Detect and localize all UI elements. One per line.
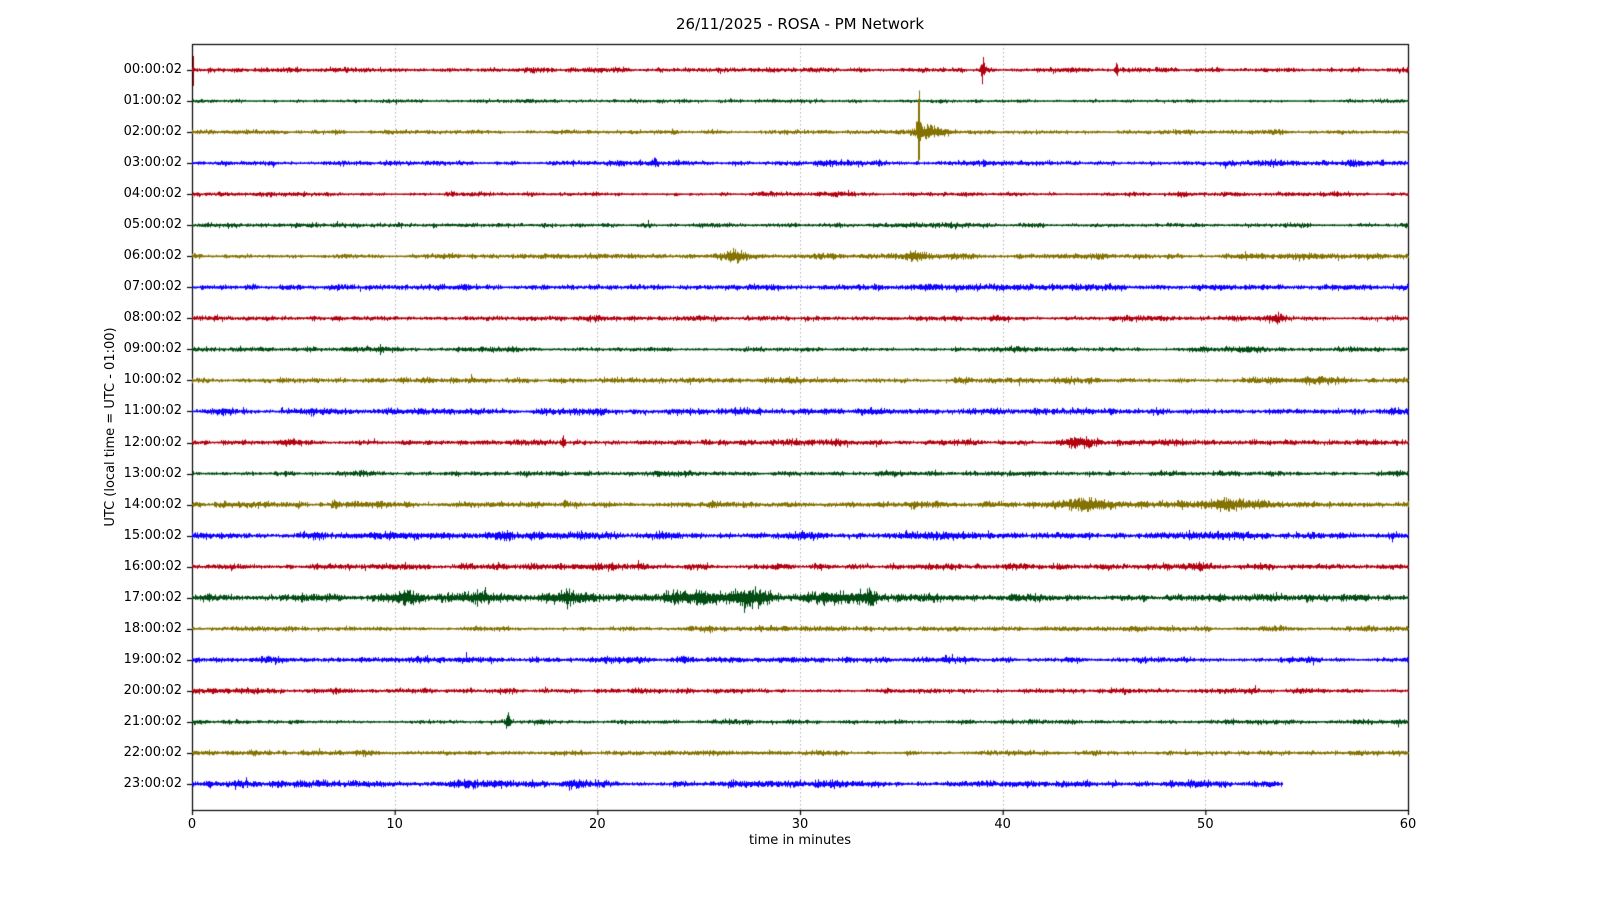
y-tick-label: 14:00:02 bbox=[123, 496, 182, 512]
y-tick-label: 02:00:02 bbox=[123, 124, 182, 140]
x-axis-label: time in minutes bbox=[748, 833, 852, 848]
y-tick-label: 04:00:02 bbox=[123, 186, 182, 202]
y-tick-label: 07:00:02 bbox=[123, 279, 182, 295]
y-tick-label: 08:00:02 bbox=[123, 310, 182, 326]
y-tick-label: 23:00:02 bbox=[123, 776, 182, 791]
y-tick-label: 16:00:02 bbox=[123, 558, 182, 574]
y-tick-label: 20:00:02 bbox=[123, 682, 182, 698]
y-tick-label: 03:00:02 bbox=[123, 155, 182, 171]
x-tick-label: 10 bbox=[386, 817, 403, 832]
y-tick-label: 10:00:02 bbox=[123, 372, 182, 388]
y-tick-label: 09:00:02 bbox=[123, 341, 182, 357]
y-tick-label: 18:00:02 bbox=[123, 620, 182, 636]
y-tick-label: 17:00:02 bbox=[123, 589, 182, 605]
y-tick-label: 12:00:02 bbox=[123, 434, 182, 450]
x-tick-label: 50 bbox=[1197, 817, 1214, 832]
y-tick-label: 15:00:02 bbox=[123, 527, 182, 543]
x-tick-label: 0 bbox=[187, 817, 197, 832]
y-tick-label: 22:00:02 bbox=[123, 744, 182, 760]
y-tick-label: 06:00:02 bbox=[123, 248, 182, 264]
y-tick-label: 05:00:02 bbox=[123, 217, 182, 233]
y-tick-label: 19:00:02 bbox=[123, 651, 182, 667]
x-tick-label: 40 bbox=[994, 817, 1011, 832]
x-tick-label: 20 bbox=[589, 817, 606, 832]
y-tick-label: 01:00:02 bbox=[123, 93, 182, 109]
y-tick-label: 11:00:02 bbox=[123, 403, 182, 419]
y-tick-label: 21:00:02 bbox=[123, 713, 182, 729]
x-tick-label: 60 bbox=[1399, 817, 1417, 832]
x-tick-label: 30 bbox=[791, 817, 809, 832]
chart-title: 26/11/2025 - ROSA - PM Network bbox=[675, 15, 925, 33]
y-tick-label: 13:00:02 bbox=[123, 465, 182, 481]
y-tick-label: 00:00:02 bbox=[123, 62, 182, 77]
